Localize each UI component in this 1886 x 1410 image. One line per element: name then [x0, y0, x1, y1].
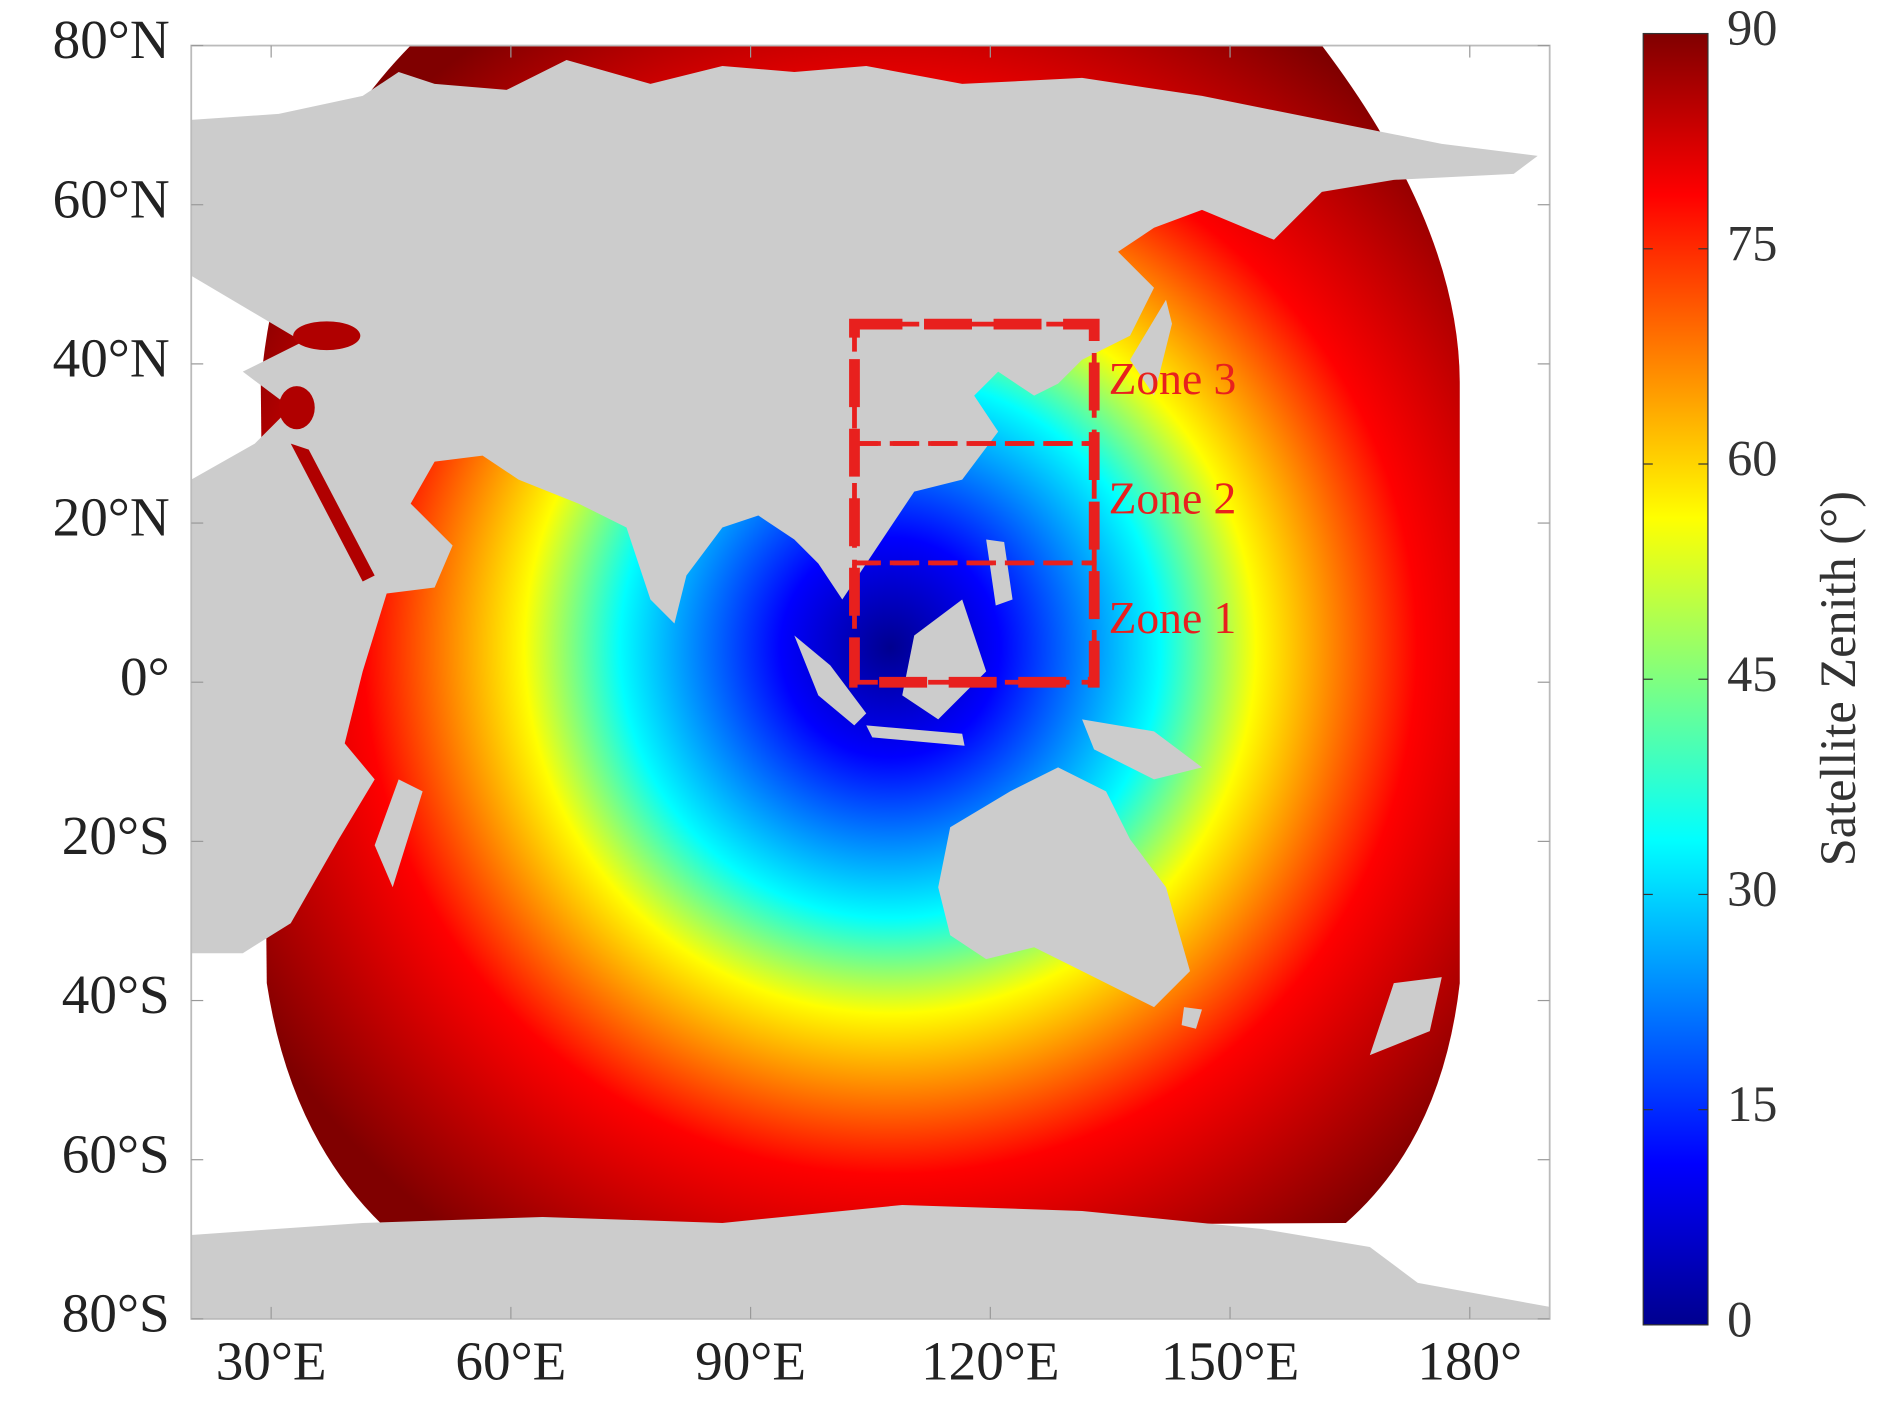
colorbar-tick-label: 0	[1727, 1291, 1752, 1347]
zone-label: Zone 1	[1109, 592, 1237, 643]
x-tick-label: 180°	[1417, 1330, 1522, 1391]
y-tick-label: 80°S	[62, 1283, 170, 1344]
y-tick-label: 40°S	[62, 964, 170, 1025]
colorbar-tick-label: 45	[1727, 646, 1777, 702]
y-tick-label: 60°N	[53, 168, 170, 229]
zone-label: Zone 2	[1109, 473, 1237, 524]
x-tick-label: 120°E	[921, 1330, 1059, 1391]
colorbar	[1642, 32, 1709, 1326]
zone-label: Zone 3	[1109, 353, 1237, 404]
x-tick-label: 30°E	[216, 1330, 327, 1391]
colorbar-tick-label: 60	[1727, 431, 1777, 487]
inland-sea	[278, 321, 375, 582]
y-tick-label: 0°	[120, 646, 170, 707]
x-tick-label: 60°E	[455, 1330, 566, 1391]
zones-frame	[849, 318, 1100, 688]
colorbar-tick-label: 30	[1727, 861, 1777, 917]
y-tick-label: 40°N	[53, 328, 170, 389]
map-area	[191, 45, 1550, 1319]
colorbar-tick-label: 15	[1727, 1076, 1777, 1132]
colorbar-label: Satellite Zenith (°)	[1810, 491, 1866, 866]
land	[191, 59, 1550, 1319]
y-tick-label: 80°N	[53, 9, 170, 70]
x-tick-label: 90°E	[695, 1330, 806, 1391]
y-tick-label: 20°S	[62, 805, 170, 866]
x-tick-label: 150°E	[1161, 1330, 1299, 1391]
y-tick-label: 20°N	[53, 487, 170, 548]
colorbar-tick-label: 75	[1727, 215, 1777, 271]
y-tick-label: 60°S	[62, 1123, 170, 1184]
colorbar-tick-label: 90	[1727, 0, 1777, 56]
